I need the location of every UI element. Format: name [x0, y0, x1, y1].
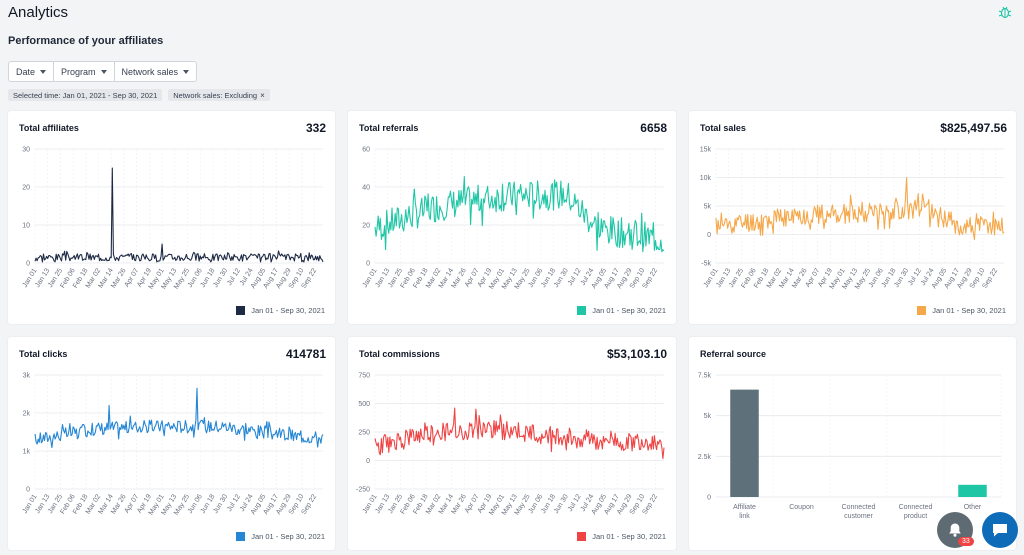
y-tick-label: 7.5k	[698, 373, 712, 380]
active-filter-chips: Selected time: Jan 01, 2021 - Sep 30, 20…	[8, 89, 270, 101]
series-line	[374, 176, 665, 253]
time-filter-chip: Selected time: Jan 01, 2021 - Sep 30, 20…	[8, 89, 163, 101]
page-subtitle: Performance of your affiliates	[8, 35, 164, 47]
chart-legend: Jan 01 - Sep 30, 2021	[917, 306, 1006, 315]
series-line	[34, 167, 324, 263]
chevron-down-icon	[100, 69, 107, 74]
category-label: Other	[964, 504, 982, 511]
y-tick-label: 250	[358, 430, 370, 437]
y-tick-label: 2.5k	[698, 454, 712, 461]
card-title: Referral source	[700, 349, 767, 359]
y-tick-label: 5k	[704, 413, 712, 420]
card-value: 6658	[640, 121, 667, 135]
y-tick-label: 60	[362, 147, 370, 154]
y-tick-label: 500	[358, 401, 370, 408]
legend-swatch	[236, 306, 246, 315]
bell-icon	[949, 523, 961, 537]
total-clicks-card: Total clicks 414781 0 1k 2k 3k Jan 01 Jan 13 J…	[8, 337, 335, 550]
total-affiliates-card: Total affiliates 332 0 10 20 30 Jan 01 Jan 13…	[8, 111, 335, 324]
filter-bar: Date Program Network sales	[8, 61, 198, 82]
referral-source-chart: 0 2.5k 5k 7.5k Affiliate link Coupon Connected c…	[698, 373, 1002, 520]
y-tick-label: 40	[362, 185, 370, 192]
y-tick-label: 30	[22, 147, 30, 154]
y-tick-label: 0	[26, 487, 30, 494]
bug-icon[interactable]	[998, 5, 1012, 19]
y-tick-label: 0	[366, 261, 370, 268]
network-sales-filter-button[interactable]: Network sales	[115, 62, 197, 81]
legend-swatch	[917, 306, 927, 315]
program-filter-button[interactable]: Program	[54, 62, 115, 81]
y-tick-label: 0	[366, 458, 370, 465]
chat-icon	[993, 524, 1007, 537]
y-tick-label: -250	[356, 487, 370, 494]
series-line	[374, 407, 665, 460]
chart-legend: Jan 01 - Sep 30, 2021	[577, 532, 666, 541]
y-tick-label: 5k	[704, 204, 712, 211]
y-tick-label: 20	[22, 185, 30, 192]
total-referrals-card: Total referrals 6658 0 20 40 60 Jan 01 Jan 13…	[348, 111, 676, 324]
legend-swatch	[577, 532, 587, 541]
chevron-down-icon	[183, 69, 190, 74]
y-tick-label: 2k	[23, 411, 31, 418]
y-tick-label: 10k	[700, 175, 712, 182]
bar	[958, 484, 987, 497]
y-tick-label: 0	[707, 232, 711, 239]
chart-legend: Jan 01 - Sep 30, 2021	[236, 532, 325, 541]
chat-button[interactable]	[982, 512, 1018, 548]
network-filter-chip: Network sales: Excluding ×	[168, 89, 270, 101]
y-tick-label: 0	[707, 495, 711, 502]
chart-legend: Jan 01 - Sep 30, 2021	[236, 306, 325, 315]
date-filter-button[interactable]: Date	[9, 62, 55, 81]
category-label: Coupon	[789, 504, 814, 511]
chart-legend: Jan 01 - Sep 30, 2021	[577, 306, 666, 315]
card-value: 414781	[285, 347, 326, 361]
page-title: Analytics	[8, 4, 69, 21]
card-title: Total affiliates	[19, 123, 79, 133]
card-title: Total commissions	[359, 349, 440, 359]
series-line	[715, 176, 1005, 241]
category-label: customer	[844, 513, 873, 520]
y-tick-label: 20	[362, 223, 370, 230]
category-label: Connected	[899, 504, 933, 511]
series-line	[34, 387, 324, 449]
total-sales-card: Total sales $825,497.56 -5k 0 5k 10k 15k Jan …	[689, 111, 1016, 324]
legend-swatch	[236, 532, 246, 541]
card-value: 332	[305, 121, 326, 135]
y-tick-label: 15k	[700, 147, 712, 154]
card-title: Total referrals	[359, 123, 419, 133]
y-tick-label: 0	[26, 261, 30, 268]
y-tick-label: 10	[22, 223, 30, 230]
total-commissions-card: Total commissions $53,103.10 -250 0 250 500…	[348, 337, 676, 550]
card-title: Total clicks	[19, 349, 68, 359]
category-label: Connected	[842, 504, 876, 511]
category-label: link	[739, 513, 750, 520]
card-value: $825,497.56	[940, 121, 1007, 135]
y-tick-label: 3k	[23, 373, 31, 380]
card-value: $53,103.10	[606, 347, 667, 361]
legend-swatch	[577, 306, 587, 315]
notification-count-badge: 33	[958, 537, 974, 546]
category-label: product	[904, 513, 927, 520]
category-label: Affiliate	[733, 504, 756, 511]
chevron-down-icon	[40, 69, 47, 74]
bar	[730, 389, 759, 497]
y-tick-label: 1k	[23, 449, 31, 456]
close-icon[interactable]: ×	[260, 90, 265, 100]
card-title: Total sales	[700, 123, 746, 133]
y-tick-label: -5k	[701, 261, 711, 268]
y-tick-label: 750	[358, 373, 370, 380]
